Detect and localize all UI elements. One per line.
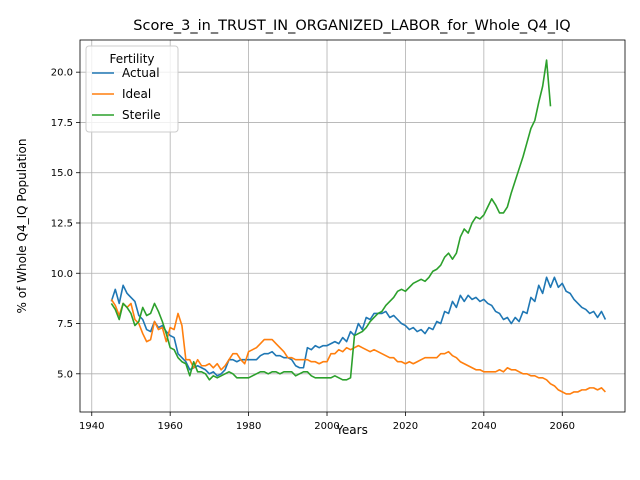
x-axis-ticks: 1940 1960 1980 2000 2020 2040 2060 [79, 412, 575, 432]
x-tick-label: 2040 [471, 421, 496, 432]
x-tick-label: 2000 [314, 421, 339, 432]
series-lines [110, 59, 607, 395]
legend-label-actual: Actual [122, 66, 160, 80]
chart-title: Score_3_in_TRUST_IN_ORGANIZED_LABOR_for_… [133, 18, 570, 34]
x-axis-label: Years [335, 423, 368, 437]
grid-lines [80, 40, 625, 412]
plot-area-frame [79, 39, 626, 413]
y-tick-label: 5.0 [57, 369, 73, 380]
y-tick-label: 12.5 [51, 218, 73, 229]
legend: Fertility Actual Ideal Sterile [85, 45, 179, 133]
y-tick-label: 20.0 [51, 68, 73, 79]
x-tick-label: 2020 [393, 421, 418, 432]
y-tick-label: 7.5 [57, 319, 73, 330]
y-tick-label: 15.0 [51, 168, 73, 179]
y-axis-ticks: 5.0 7.5 10.0 12.5 15.0 17.5 20.0 [51, 68, 80, 380]
legend-title: Fertility [109, 52, 154, 66]
legend-label-sterile: Sterile [122, 108, 161, 122]
series-line-sterile [110, 59, 552, 381]
x-tick-label: 1980 [236, 421, 261, 432]
x-tick-label: 1960 [157, 421, 182, 432]
x-tick-label: 1940 [79, 421, 104, 432]
series-line-ideal [110, 298, 606, 395]
y-tick-label: 17.5 [51, 118, 73, 129]
y-axis-label: % of Whole Q4_IQ Population [15, 139, 29, 314]
legend-entries: Actual Ideal Sterile [92, 66, 161, 122]
x-tick-label: 2060 [550, 421, 575, 432]
y-tick-label: 10.0 [51, 269, 73, 280]
legend-box [85, 45, 179, 133]
legend-label-ideal: Ideal [122, 87, 151, 101]
